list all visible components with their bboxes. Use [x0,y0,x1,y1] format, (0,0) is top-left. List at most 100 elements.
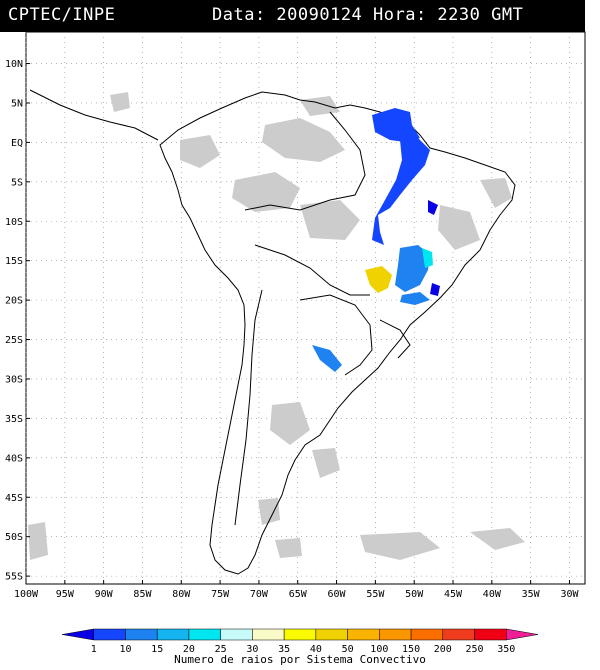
legend-label: 15 [151,644,163,655]
lon-label: 40W [483,589,502,600]
legend-swatch [220,628,253,641]
lat-label: 35S [5,414,23,425]
legend-labels: 1 10 15 20 25 30 35 40 50 100 150 200 250 350 [91,644,516,655]
lat-label: 15S [5,256,23,267]
lon-label: 50W [405,589,424,600]
lat-label: 55S [5,572,23,583]
convective-systems [312,108,440,372]
lat-label: EQ [11,138,23,149]
cloud-patch [258,498,280,525]
lon-label: 75W [211,589,230,600]
country-border [234,289,263,526]
cloud-patch [180,135,220,168]
legend-colorbar [61,628,539,641]
legend-label: 30 [246,644,258,655]
legend-swatch [442,628,475,641]
map-frame [25,31,586,585]
lat-label: 5S [11,177,23,188]
convective-system [395,245,430,292]
legend-label: 20 [183,644,195,655]
cloud-patch [28,522,48,560]
legend-label: 25 [215,644,227,655]
legend-swatch [93,628,126,641]
central-america [29,89,159,141]
lon-label: 90W [95,589,114,600]
legend-swatch [156,628,190,641]
lon-label: 80W [172,589,191,600]
legend-swatch [347,628,380,641]
lon-label: 55W [366,589,385,600]
lat-label: 50S [5,532,23,543]
convective-system [428,200,438,215]
latitude-labels: 10N 5N EQ 5S 10S 15S 20S 25S 30S 35S 40S 45S 50S 55S [5,59,30,583]
convective-system [430,283,440,296]
lon-label: 65W [289,589,308,600]
cloud-patch [232,172,300,212]
convective-system [372,138,430,245]
lat-label: 10N [5,59,23,70]
convective-system [365,266,392,293]
legend-swatch [252,628,285,641]
convective-system [372,108,420,142]
lat-label: 10S [5,217,23,228]
lat-label: 30S [5,374,23,385]
lon-label: 70W [250,589,269,600]
legend-label: 350 [497,644,515,655]
lat-label: 5N [11,98,23,109]
legend-swatch [188,628,221,641]
convective-system [312,345,342,372]
longitude-labels: 100W 95W 90W 85W 80W 75W 70W 65W 60W 55W 50W 45W 40W… [14,580,579,600]
legend-swatch [506,628,539,641]
datetime-label: Data: 20090124 Hora: 2230 GMT [212,5,524,25]
legend-swatch [410,628,444,641]
cloud-patch [438,205,480,250]
lat-label: 45S [5,493,23,504]
cloud-patch [470,528,525,550]
lon-label: 95W [56,589,75,600]
legend-label: 1 [91,644,97,655]
legend-label: 10 [119,644,131,655]
legend-title: Numero de raios por Sistema Convectivo [174,653,426,666]
legend-label: 200 [434,644,452,655]
lon-label: 85W [133,589,152,600]
lon-label: 30W [560,589,579,600]
lon-label: 100W [14,589,39,600]
country-border [254,244,370,296]
lat-label: 25S [5,335,23,346]
cloud-patch [275,538,302,558]
legend-swatch [474,628,507,641]
legend-swatch [61,628,94,641]
convective-system [400,292,430,305]
legend-swatch [315,628,348,641]
lat-label: 40S [5,453,23,464]
cloud-patch [262,118,345,162]
convective-system [422,248,433,268]
map-header: CPTEC/INPE Data: 20090124 Hora: 2230 GMT [0,0,585,32]
legend-label: 150 [402,644,420,655]
cloud-cover [28,92,525,560]
country-border [299,294,373,376]
lon-label: 45W [444,589,463,600]
legend-swatch [283,628,317,641]
legend-label: 250 [466,644,484,655]
cloud-patch [110,92,130,112]
legend-swatch [125,628,158,641]
legend-swatch [379,628,412,641]
cloud-patch [312,448,340,478]
cloud-patch [360,532,440,560]
source-label: CPTEC/INPE [8,5,116,25]
graticule [25,32,585,584]
country-border [379,319,411,359]
cloud-patch [270,402,310,445]
cloud-patch [300,200,360,240]
legend-label: 50 [342,644,354,655]
lat-label: 20S [5,296,23,307]
cloud-patch [480,178,512,208]
lon-label: 60W [328,589,347,600]
legend-label: 35 [278,644,290,655]
country-border [244,111,366,211]
lon-label: 35W [522,589,541,600]
legend-label: 100 [370,644,388,655]
legend-label: 40 [310,644,322,655]
